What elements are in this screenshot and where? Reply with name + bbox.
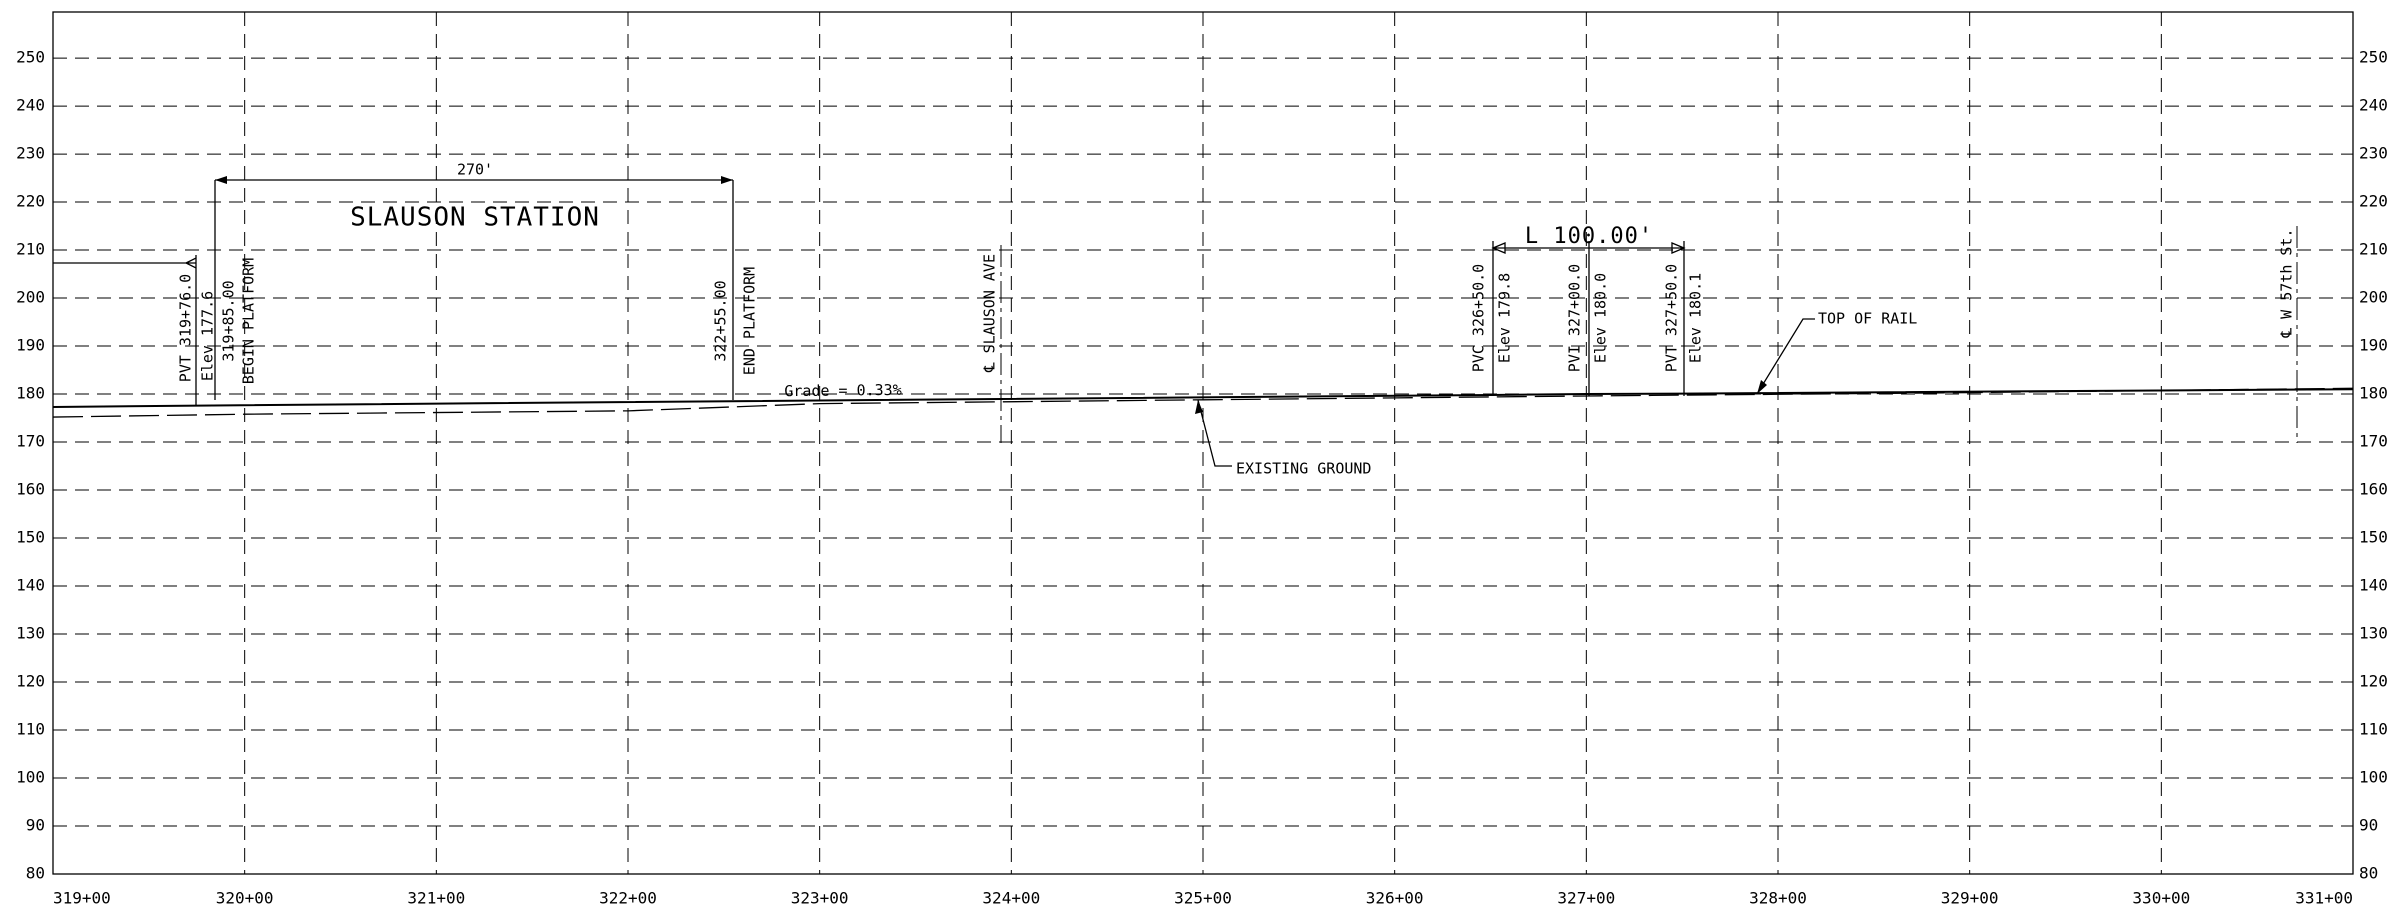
y-tick-label-right: 100 — [2359, 768, 2388, 787]
series-line — [52, 387, 2354, 418]
y-tick-label-right: 140 — [2359, 576, 2388, 595]
y-tick-label: 250 — [16, 48, 45, 67]
leader-arrow — [1757, 380, 1767, 394]
y-tick-label-right: 90 — [2359, 816, 2378, 835]
y-tick-label-right: 110 — [2359, 720, 2388, 739]
y-tick-label-right: 190 — [2359, 336, 2388, 355]
x-tick-label: 324+00 — [982, 889, 1040, 908]
y-tick-label: 130 — [16, 624, 45, 643]
leader-arrow — [1195, 400, 1203, 414]
x-tick-label: 330+00 — [2132, 889, 2190, 908]
y-tick-label-right: 120 — [2359, 672, 2388, 691]
series-line — [52, 388, 2354, 409]
y-tick-label: 180 — [16, 384, 45, 403]
x-tick-label: 319+00 — [53, 889, 111, 908]
x-tick-label: 326+00 — [1366, 889, 1424, 908]
y-tick-label-right: 220 — [2359, 192, 2388, 211]
y-tick-label: 140 — [16, 576, 45, 595]
plot-frame — [52, 11, 2354, 875]
y-tick-label: 210 — [16, 240, 45, 259]
series-label: EXISTING GROUND — [1236, 460, 1371, 478]
annotation: ℄ SLAUSON AVE — [981, 254, 999, 373]
rail-leader — [1756, 318, 1815, 395]
y-tick-label: 230 — [16, 144, 45, 163]
x-tick-label: 320+00 — [216, 889, 274, 908]
pvt-marker — [53, 255, 197, 405]
annotation: 322+55.00 — [712, 280, 730, 361]
ground-leader — [1197, 399, 1232, 467]
x-tick-label: 329+00 — [1941, 889, 1999, 908]
y-tick-label-right: 250 — [2359, 48, 2388, 67]
annotation: 270' — [457, 161, 493, 179]
annotation: PVI 327+00.0 — [1566, 264, 1584, 372]
y-tick-label: 240 — [16, 96, 45, 115]
y-tick-label: 160 — [16, 480, 45, 499]
y-tick-label-right: 180 — [2359, 384, 2388, 403]
annotation: Grade = 0.33% — [784, 381, 902, 400]
annotation: BEGIN PLATFORM — [240, 258, 258, 384]
annotation: Elev 180.1 — [1687, 273, 1705, 363]
x-tick-label: 331+00 — [2295, 889, 2353, 908]
annotation: L 100.00' — [1525, 224, 1653, 249]
annotation: Elev 177.6 — [199, 291, 217, 381]
linework — [53, 176, 2298, 467]
x-tick-label: 322+00 — [599, 889, 657, 908]
y-tick-label-right: 170 — [2359, 432, 2388, 451]
x-tick-label: 328+00 — [1749, 889, 1807, 908]
y-tick-label: 90 — [26, 816, 45, 835]
y-tick-label: 190 — [16, 336, 45, 355]
y-tick-label: 110 — [16, 720, 45, 739]
x-tick-label: 321+00 — [407, 889, 465, 908]
y-tick-label-right: 150 — [2359, 528, 2388, 547]
x-tick-label: 327+00 — [1557, 889, 1615, 908]
annotation: ℄ W 57th St. — [2278, 229, 2296, 339]
y-tick-label: 100 — [16, 768, 45, 787]
y-tick-label-right: 130 — [2359, 624, 2388, 643]
y-tick-label: 80 — [26, 864, 45, 883]
y-tick-label-right: 230 — [2359, 144, 2388, 163]
annotation: END PLATFORM — [741, 267, 759, 375]
x-tick-label: 325+00 — [1174, 889, 1232, 908]
y-tick-label: 200 — [16, 288, 45, 307]
annotation: PVC 326+50.0 — [1470, 264, 1488, 372]
y-tick-label-right: 210 — [2359, 240, 2388, 259]
vertical-curve — [1491, 241, 1686, 396]
y-tick-label-right: 200 — [2359, 288, 2388, 307]
y-tick-label-right: 80 — [2359, 864, 2378, 883]
axes: 80 80 90 90 100 100 110 110 120 120 130 130 140 140 15… — [16, 12, 2388, 908]
y-tick-label-right: 240 — [2359, 96, 2388, 115]
y-tick-label: 220 — [16, 192, 45, 211]
y-tick-label: 120 — [16, 672, 45, 691]
annotation: Elev 180.0 — [1592, 273, 1610, 363]
annotation: PVT 327+50.0 — [1663, 264, 1681, 372]
annotation: Elev 179.8 — [1496, 273, 1514, 363]
platform-dimension — [214, 179, 734, 400]
annotation: 319+85.00 — [220, 280, 238, 361]
y-tick-label-right: 160 — [2359, 480, 2388, 499]
y-tick-label: 150 — [16, 528, 45, 547]
annotation: SLAUSON STATION — [350, 203, 600, 233]
annotation: PVT 319+76.0 — [177, 274, 195, 382]
y-tick-label: 170 — [16, 432, 45, 451]
x-tick-label: 323+00 — [791, 889, 849, 908]
series-label: TOP OF RAIL — [1818, 310, 1917, 328]
